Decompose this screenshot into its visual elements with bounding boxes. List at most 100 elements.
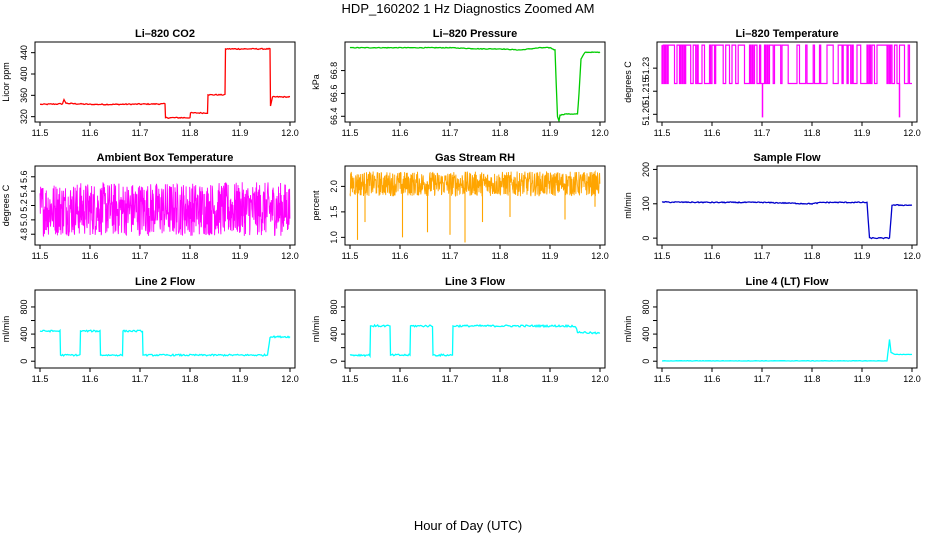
plot-frame <box>344 165 606 246</box>
panel-8: Line 3 Flow ml/min 11.5 11.6 11.7 11.8 11.9 12.… <box>311 276 609 384</box>
x-tick-label: 11.8 <box>804 374 821 384</box>
y-axis-label: ml/min <box>1 316 11 343</box>
x-tick-label: 12.0 <box>903 374 921 384</box>
x-tick-label: 11.8 <box>804 128 821 138</box>
x-tick-label: 11.5 <box>342 374 359 384</box>
plot-frame <box>656 165 918 246</box>
y-tick-label: 0 <box>329 359 339 364</box>
x-tick-label: 11.5 <box>342 251 359 261</box>
x-tick-label: 12.0 <box>281 374 299 384</box>
x-tick-label: 11.7 <box>442 374 459 384</box>
x-tick-label: 11.8 <box>182 251 199 261</box>
y-axis-label: ml/min <box>311 316 321 343</box>
y-axis-label: degrees C <box>1 184 11 226</box>
panel-6: Sample Flow ml/min 11.5 11.6 11.7 11.8 11.9 12.… <box>623 152 921 261</box>
y-tick-label: 66.8 <box>329 62 339 80</box>
y-tick-label: 5.4 <box>19 185 29 198</box>
panel-5: Gas Stream RH percent 11.5 11.6 11.7 11.8 11.9… <box>311 152 609 261</box>
panel-title: Li–820 CO2 <box>135 28 195 40</box>
y-tick-label: 5.0 <box>19 214 29 227</box>
x-tick-label: 11.8 <box>182 374 199 384</box>
series <box>39 328 291 357</box>
y-axis-label: ml/min <box>623 316 633 343</box>
x-tick-label: 12.0 <box>903 128 921 138</box>
x-tick-label: 11.7 <box>754 251 771 261</box>
x-tick-label: 11.8 <box>182 128 199 138</box>
y-tick-label: 51.215 <box>641 77 651 105</box>
x-axis-title: Hour of Day (UTC) <box>413 518 523 533</box>
x-tick-label: 11.8 <box>492 374 509 384</box>
y-tick-label: 2.0 <box>329 180 339 193</box>
y-tick-label: 800 <box>641 299 651 314</box>
x-tick-label: 11.9 <box>232 251 249 261</box>
plot-frame <box>34 41 296 123</box>
panel-title: Li–820 Temperature <box>735 28 838 40</box>
series <box>661 339 913 362</box>
y-tick-label: 400 <box>19 327 29 342</box>
plot-frame <box>34 289 296 369</box>
x-tick-label: 11.8 <box>492 251 509 261</box>
x-tick-label: 11.5 <box>654 374 671 384</box>
x-tick-label: 11.7 <box>132 128 149 138</box>
y-tick-label: 51.20 <box>641 103 651 126</box>
series <box>661 200 913 240</box>
y-tick-label: 400 <box>329 327 339 342</box>
x-tick-label: 11.7 <box>754 128 771 138</box>
x-tick-label: 12.0 <box>281 128 299 138</box>
panel-title: Line 4 (LT) Flow <box>746 276 829 288</box>
y-tick-label: 0 <box>641 236 651 241</box>
series-line <box>661 44 912 85</box>
series <box>661 44 912 118</box>
x-tick-label: 11.9 <box>854 128 871 138</box>
panel-title: Li–820 Pressure <box>433 28 517 40</box>
x-tick-label: 11.9 <box>854 251 871 261</box>
y-tick-label: 4.8 <box>19 228 29 241</box>
y-tick-label: 5.6 <box>19 171 29 184</box>
x-tick-label: 11.6 <box>704 128 721 138</box>
x-tick-label: 12.0 <box>281 251 299 261</box>
panel-title: Gas Stream RH <box>435 152 515 164</box>
plot-frame <box>344 289 606 369</box>
panel-1: Li–820 CO2 Licor ppm 11.5 11.6 11.7 11.8 11.9 1… <box>1 28 299 138</box>
panel-9: Line 4 (LT) Flow ml/min 11.5 11.6 11.7 11.8 11… <box>623 276 921 384</box>
x-tick-label: 11.6 <box>392 374 409 384</box>
x-tick-label: 11.6 <box>82 374 99 384</box>
y-tick-label: 400 <box>19 66 29 81</box>
y-tick-label: 66.6 <box>329 85 339 103</box>
plot-frame <box>656 41 918 123</box>
panel-title: Line 2 Flow <box>135 276 195 288</box>
y-tick-label: 800 <box>19 299 29 314</box>
x-tick-label: 11.7 <box>754 374 771 384</box>
series <box>349 170 601 243</box>
y-tick-label: 1.0 <box>329 231 339 244</box>
x-tick-label: 11.6 <box>392 128 409 138</box>
y-tick-label: 400 <box>641 327 651 342</box>
y-axis-label: kPa <box>311 74 321 90</box>
x-tick-label: 12.0 <box>591 251 609 261</box>
y-tick-label: 1.5 <box>329 206 339 219</box>
series <box>39 182 291 238</box>
y-tick-label: 0 <box>641 359 651 364</box>
plot-frame <box>34 165 296 246</box>
series-line <box>349 170 601 198</box>
y-tick-label: 51.23 <box>641 57 651 80</box>
y-tick-label: 440 <box>19 45 29 60</box>
x-tick-label: 11.9 <box>854 374 871 384</box>
y-tick-label: 66.4 <box>329 108 339 126</box>
y-tick-label: 800 <box>329 299 339 314</box>
y-tick-label: 360 <box>19 88 29 103</box>
x-tick-label: 11.7 <box>132 374 149 384</box>
figure-title: HDP_160202 1 Hz Diagnostics Zoomed AM <box>341 1 595 16</box>
panel-title: Ambient Box Temperature <box>97 152 234 164</box>
x-tick-label: 12.0 <box>591 374 609 384</box>
y-axis-label: percent <box>311 190 321 221</box>
x-tick-label: 11.8 <box>492 128 509 138</box>
plot-frame <box>656 289 918 369</box>
x-tick-label: 11.5 <box>32 251 49 261</box>
x-tick-label: 11.6 <box>82 251 99 261</box>
series-line <box>39 328 291 357</box>
series-line <box>39 47 291 119</box>
x-tick-label: 12.0 <box>903 251 921 261</box>
y-tick-label: 200 <box>641 162 651 177</box>
x-tick-label: 11.7 <box>132 251 149 261</box>
